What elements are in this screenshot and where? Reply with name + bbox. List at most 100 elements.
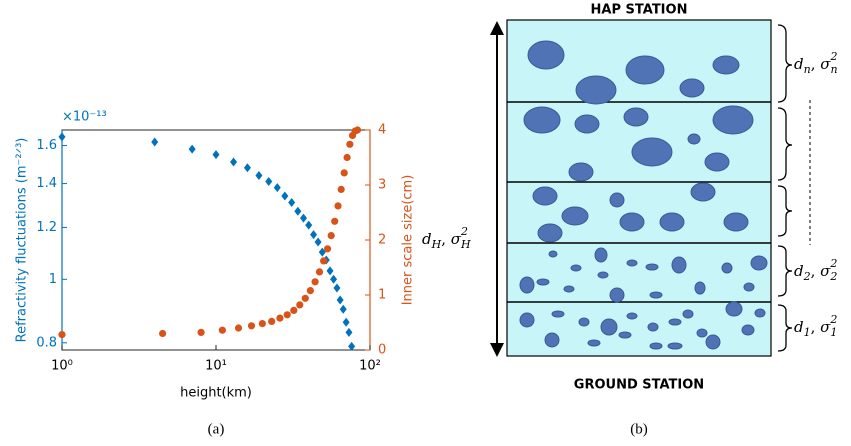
circle-point bbox=[218, 326, 226, 334]
math-part: H bbox=[431, 238, 442, 251]
x-tick-label: 10⁰ bbox=[51, 359, 73, 374]
top-station: HAP STATION bbox=[591, 3, 688, 18]
diamond-point bbox=[58, 132, 66, 142]
total-label: dH, σH2 bbox=[422, 225, 471, 251]
layer-braces bbox=[777, 24, 793, 352]
x-tick-label: 10¹ bbox=[205, 359, 227, 374]
caption: (b) bbox=[630, 421, 648, 437]
y2-axis-label: Inner scale size(cm) bbox=[401, 175, 416, 306]
y2-tick-label: 1 bbox=[378, 288, 386, 303]
circle-point bbox=[276, 314, 284, 322]
diamond-point bbox=[314, 237, 322, 247]
separator: , bbox=[811, 55, 821, 73]
bottom-station: GROUND STATION bbox=[574, 378, 704, 393]
math-part: 2 bbox=[829, 257, 837, 270]
math-part: d bbox=[794, 262, 804, 280]
circle-point bbox=[234, 324, 243, 332]
diamond-point bbox=[230, 157, 238, 167]
diamond-point bbox=[294, 206, 302, 216]
y-tick-label: 1.6 bbox=[36, 138, 57, 153]
circle-point bbox=[296, 301, 304, 309]
math-part: σ bbox=[451, 230, 462, 248]
diamond-point bbox=[336, 295, 344, 305]
layer-label: dn, σn2 bbox=[794, 50, 838, 76]
circle-point bbox=[353, 126, 362, 134]
y-tick-label: 1 bbox=[49, 272, 57, 287]
math-part: 2 bbox=[803, 270, 811, 283]
x-axis-label: height(km) bbox=[180, 386, 252, 401]
x-tick-label: 10² bbox=[359, 359, 381, 374]
diamond-point bbox=[348, 341, 356, 351]
y2-tick-label: 2 bbox=[378, 233, 386, 248]
circle-point bbox=[334, 202, 342, 210]
diamond-point bbox=[255, 171, 263, 181]
circle-point bbox=[58, 331, 66, 339]
circle-point bbox=[337, 185, 345, 193]
circle-point bbox=[346, 140, 354, 148]
diamond-point bbox=[281, 191, 289, 201]
math-part: 2 bbox=[829, 313, 837, 326]
circle-point bbox=[331, 217, 339, 225]
circle-point bbox=[320, 257, 328, 265]
math-part: σ bbox=[820, 318, 831, 336]
circle-point bbox=[301, 294, 309, 302]
y-tick-label: 1.2 bbox=[36, 220, 57, 235]
math-part: 1 bbox=[830, 326, 837, 339]
math-part: 2 bbox=[460, 225, 468, 238]
diamond-point bbox=[212, 150, 220, 160]
math-part: 2 bbox=[829, 270, 837, 283]
circle-point bbox=[306, 287, 314, 295]
math-part: d bbox=[422, 230, 432, 248]
diamond-point bbox=[151, 137, 159, 147]
math-part: d bbox=[794, 55, 804, 73]
diamond-point bbox=[265, 177, 273, 187]
layer-label: d1, σ12 bbox=[794, 313, 837, 339]
diamond-point bbox=[305, 220, 313, 230]
diamond-point bbox=[330, 274, 338, 284]
diamond-point bbox=[339, 304, 347, 314]
math-part: σ bbox=[820, 55, 831, 73]
diagram bbox=[490, 19, 811, 357]
y2-tick-label: 4 bbox=[378, 123, 386, 138]
diamond-point bbox=[243, 163, 251, 173]
circle-point bbox=[311, 278, 319, 286]
circle-point bbox=[290, 306, 298, 314]
turbulence-eddies bbox=[519, 40, 768, 350]
separator: , bbox=[811, 318, 821, 336]
diamond-point bbox=[318, 247, 326, 257]
diamond-point bbox=[273, 183, 281, 193]
math-part: n bbox=[804, 63, 811, 76]
circle-point bbox=[258, 320, 266, 328]
circle-point bbox=[268, 317, 276, 325]
y2-tick-label: 3 bbox=[378, 178, 386, 193]
y-exponent: ×10⁻¹³ bbox=[62, 110, 107, 125]
math-part: 2 bbox=[830, 50, 838, 63]
math-part: σ bbox=[820, 262, 831, 280]
diamond-point bbox=[345, 327, 353, 337]
math-part: d bbox=[794, 318, 804, 336]
caption: (a) bbox=[208, 421, 225, 437]
circle-point bbox=[327, 232, 335, 240]
y2-tick-label: 0 bbox=[378, 343, 386, 358]
math-part: 1 bbox=[804, 326, 811, 339]
y-tick-label: 1.4 bbox=[36, 176, 57, 191]
diamond-point bbox=[310, 230, 318, 240]
circle-point bbox=[283, 311, 291, 319]
circle-point bbox=[323, 245, 332, 253]
circle-point bbox=[343, 153, 351, 162]
separator: , bbox=[441, 230, 451, 248]
diamond-point bbox=[300, 213, 308, 223]
separator: , bbox=[811, 262, 821, 280]
math-part: n bbox=[831, 63, 838, 76]
y-tick-label: 0.8 bbox=[36, 335, 57, 350]
circle-point bbox=[340, 169, 348, 177]
circle-point bbox=[158, 329, 167, 338]
circle-point bbox=[315, 268, 324, 276]
diamond-point bbox=[333, 283, 341, 293]
plot-frame bbox=[61, 129, 371, 351]
math-part: H bbox=[460, 238, 471, 251]
circle-point bbox=[197, 328, 205, 336]
circle-point bbox=[247, 322, 256, 330]
diamond-point bbox=[188, 144, 196, 154]
